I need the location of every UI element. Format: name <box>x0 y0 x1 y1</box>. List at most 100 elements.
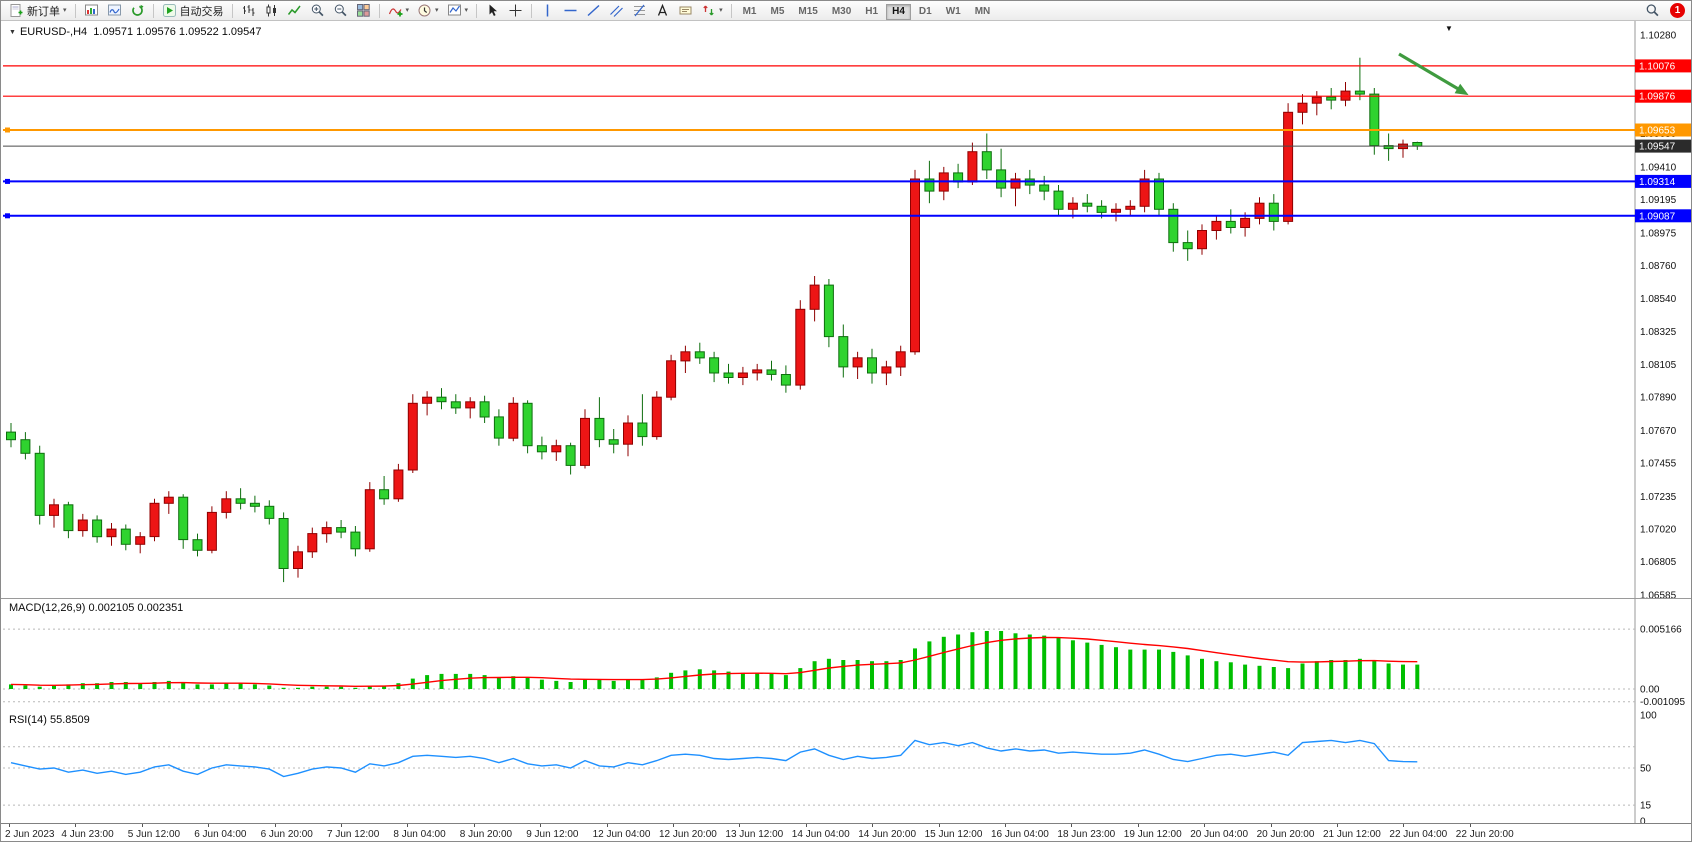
price-chart-panel[interactable]: 1.102801.096301.094101.091951.089751.087… <box>1 21 1692 599</box>
macd-bar <box>1343 660 1348 689</box>
tile-windows-button[interactable] <box>352 2 375 20</box>
svg-text:1.09653: 1.09653 <box>1639 126 1676 137</box>
candle <box>221 498 232 513</box>
candle <box>1268 202 1279 222</box>
support-line-1-handle[interactable] <box>5 178 10 184</box>
candle <box>407 402 418 471</box>
macd-bar <box>525 677 530 689</box>
trendline-tool-button[interactable] <box>582 2 605 20</box>
candle <box>249 502 260 507</box>
timeframe-mn[interactable]: MN <box>969 4 997 20</box>
candle <box>350 531 361 550</box>
toolbar-separator <box>531 3 533 18</box>
macd-bar <box>999 631 1004 689</box>
time-axis[interactable]: 2 Jun 2023 4 Jun 23:00 5 Jun 12:00 6 Jun 04… <box>1 823 1691 841</box>
macd-bar <box>66 684 71 689</box>
toolbar-separator <box>74 3 76 18</box>
arrows-tool-button[interactable]: ▾ <box>697 2 727 20</box>
macd-bar <box>1099 644 1104 689</box>
line-chart-type-button[interactable] <box>283 2 306 20</box>
macd-bar <box>1056 638 1061 689</box>
candlestick-type-button[interactable] <box>260 2 283 20</box>
candle <box>278 518 289 569</box>
cursor-tool-button[interactable] <box>481 2 504 20</box>
time-label: 22 Jun 20:00 <box>1455 829 1514 840</box>
timeframe-w1[interactable]: W1 <box>940 4 967 20</box>
text-tool-button[interactable] <box>651 2 674 20</box>
price-label: 1.07235 <box>1640 492 1677 503</box>
macd-bar <box>927 641 932 689</box>
candle <box>1240 217 1251 228</box>
scroll-marker-icon[interactable]: ▼ <box>1445 24 1453 33</box>
time-label: 6 Jun 20:00 <box>260 829 313 840</box>
templates-button[interactable]: ▾ <box>443 2 473 20</box>
macd-bar <box>195 684 200 689</box>
zoom-in-button[interactable] <box>306 2 329 20</box>
macd-bar <box>568 682 573 689</box>
candle <box>967 151 978 183</box>
candle <box>881 366 892 374</box>
rsi-panel[interactable]: 100 50 15 0 <box>1 711 1692 823</box>
search-button[interactable] <box>1641 2 1664 20</box>
label-tool-button[interactable] <box>674 2 697 20</box>
support-line-2-handle[interactable] <box>5 213 10 219</box>
candle <box>393 469 404 500</box>
macd-bar <box>1257 665 1262 689</box>
refresh-button[interactable] <box>126 2 149 20</box>
macd-bar <box>9 684 13 689</box>
trend-arrow-annotation[interactable] <box>1398 52 1469 96</box>
channel-tool-button[interactable] <box>605 2 628 20</box>
macd-bar <box>654 677 659 689</box>
macd-bar <box>453 673 458 689</box>
macd-bar <box>37 686 42 689</box>
macd-bar <box>1142 649 1147 689</box>
candle <box>493 416 504 439</box>
candle <box>981 151 992 171</box>
new-order-button[interactable]: 新订单 ▾ <box>5 2 71 20</box>
candle <box>1326 96 1337 101</box>
candle <box>379 489 390 500</box>
crosshair-tool-button[interactable] <box>504 2 527 20</box>
rsi-axis-label: 15 <box>1640 801 1652 812</box>
timeframe-h4[interactable]: H4 <box>886 3 911 20</box>
fibonacci-tool-button[interactable] <box>628 2 651 20</box>
candle <box>867 357 877 374</box>
candle <box>106 528 117 538</box>
candle <box>1168 208 1179 244</box>
horizontal-line-tool-button[interactable] <box>559 2 582 20</box>
candle <box>364 489 375 550</box>
pivot-line-orange-handle[interactable] <box>5 127 10 133</box>
zoom-out-button[interactable] <box>329 2 352 20</box>
price-label: 1.10280 <box>1640 31 1677 42</box>
timeframe-m1[interactable]: M1 <box>737 4 763 20</box>
macd-bar <box>1013 633 1018 689</box>
timeframe-m5[interactable]: M5 <box>764 4 790 20</box>
macd-panel[interactable]: 0.005166 0.00-0.001095 <box>1 599 1692 712</box>
macd-bar <box>726 671 731 689</box>
candle <box>694 351 705 359</box>
candle <box>1311 96 1322 104</box>
price-label: 1.06805 <box>1640 557 1677 568</box>
new-chart-button[interactable] <box>80 2 103 20</box>
candle <box>1225 220 1236 228</box>
candle <box>192 539 203 551</box>
time-label: 5 Jun 12:00 <box>127 829 181 840</box>
collapse-icon[interactable]: ▼ <box>9 29 16 36</box>
macd-bar <box>669 672 674 689</box>
timeframe-m30[interactable]: M30 <box>826 4 857 20</box>
macd-bar <box>52 685 56 689</box>
bar-chart-type-button[interactable] <box>237 2 260 20</box>
time-label: 9 Jun 12:00 <box>526 829 579 840</box>
profiles-button[interactable] <box>103 2 126 20</box>
timeframe-h1[interactable]: H1 <box>859 4 884 20</box>
notification-badge[interactable]: 1 <box>1670 3 1685 18</box>
autotrade-button[interactable]: 自动交易 <box>158 2 228 20</box>
time-tick <box>1403 824 1405 827</box>
indicators-button[interactable]: ▾ <box>384 2 414 20</box>
vertical-line-tool-button[interactable] <box>536 2 559 20</box>
timeframe-m15[interactable]: M15 <box>792 4 823 20</box>
timeframe-d1[interactable]: D1 <box>913 4 938 20</box>
macd-bar <box>1314 661 1319 689</box>
periods-button[interactable]: ▾ <box>413 2 443 20</box>
time-label: 8 Jun 20:00 <box>459 829 513 840</box>
